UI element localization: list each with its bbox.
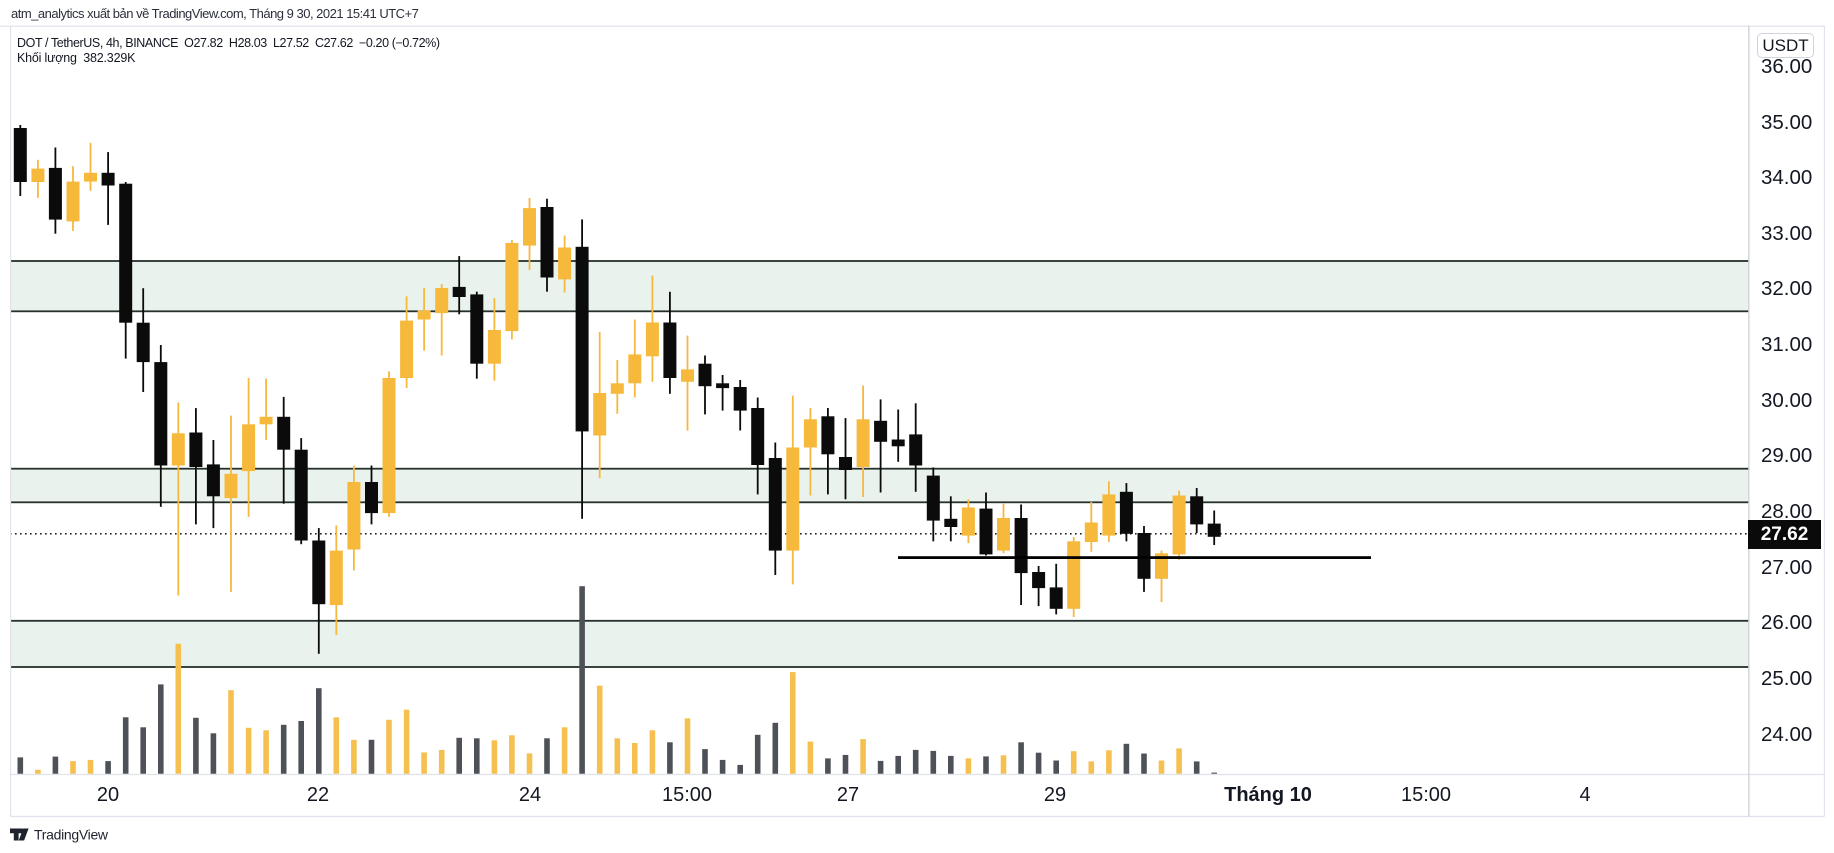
svg-text:TradingView: TradingView (34, 827, 109, 843)
